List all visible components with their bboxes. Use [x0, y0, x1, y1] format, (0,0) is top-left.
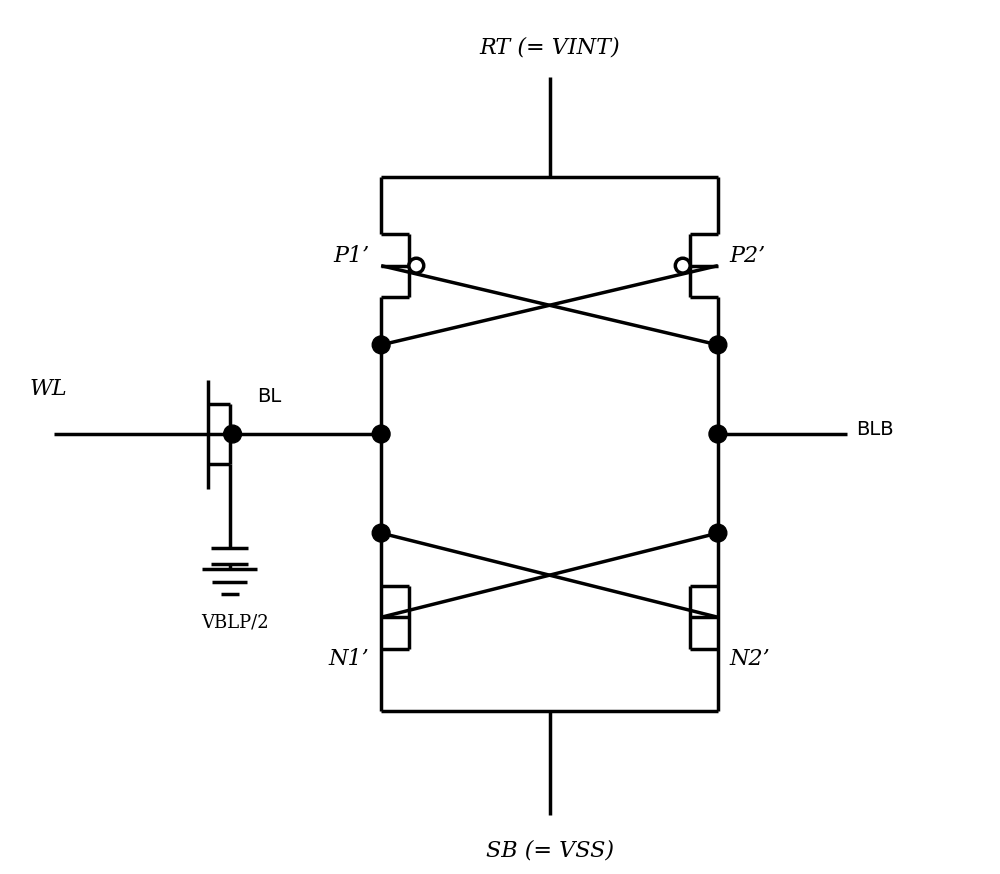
Text: WL: WL — [30, 378, 67, 400]
Circle shape — [372, 336, 390, 354]
Text: SB (= VSS): SB (= VSS) — [486, 839, 614, 861]
Text: N2’: N2’ — [730, 648, 771, 669]
Text: BL: BL — [257, 387, 282, 406]
Text: P1’: P1’ — [333, 245, 369, 267]
Circle shape — [709, 524, 727, 542]
Text: RT (= VINT): RT (= VINT) — [479, 37, 620, 59]
Text: BLB: BLB — [857, 420, 894, 439]
Text: VBLP/2: VBLP/2 — [201, 614, 268, 631]
Circle shape — [675, 258, 690, 273]
Circle shape — [372, 524, 390, 542]
Text: N1’: N1’ — [329, 648, 369, 669]
Circle shape — [709, 336, 727, 354]
Circle shape — [409, 258, 424, 273]
Text: P2’: P2’ — [730, 245, 766, 267]
Circle shape — [372, 425, 390, 443]
Circle shape — [709, 425, 727, 443]
Circle shape — [224, 425, 241, 443]
